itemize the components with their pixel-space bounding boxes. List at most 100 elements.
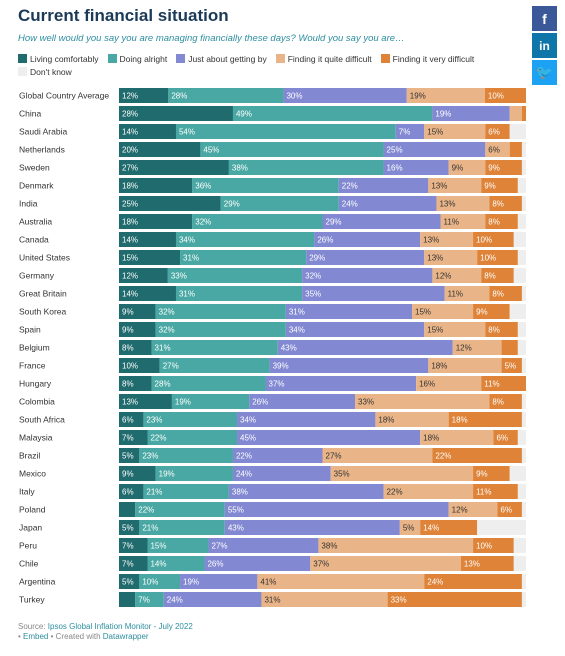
legend-swatch [275, 54, 285, 63]
data-label: 13% [427, 254, 443, 263]
bar-segment [139, 520, 225, 535]
bar-segment [119, 394, 172, 409]
bar-segment [119, 430, 148, 445]
data-label: 15% [415, 308, 431, 317]
data-label: 24% [427, 578, 443, 587]
data-label: 9% [122, 308, 134, 317]
data-label: 8% [492, 398, 504, 407]
source-link[interactable]: Ipsos Global Inflation Monitor - July 20… [47, 622, 193, 631]
bar-segment [448, 412, 522, 427]
data-label: 31% [264, 596, 280, 605]
bar-segment [147, 556, 205, 571]
bar-segment [119, 214, 193, 229]
data-label: 45% [203, 146, 219, 155]
bar-segment [237, 430, 421, 445]
data-label: 14% [150, 560, 166, 569]
created-with-text: • Created with [48, 632, 103, 641]
bar-segment [424, 322, 486, 337]
linkedin-share-button[interactable]: in [532, 33, 557, 58]
bar-segment [155, 466, 233, 481]
data-label: 19% [435, 110, 451, 119]
bar-segment [310, 556, 461, 571]
facebook-share-button[interactable]: f [532, 6, 557, 31]
row-label: Belgium [19, 343, 50, 353]
row-label: Global Country Average [19, 91, 109, 101]
bar-segment [481, 268, 514, 283]
bar-segment [119, 178, 193, 193]
bar-segment [224, 502, 449, 517]
legend-swatch [380, 54, 390, 63]
bar-segment [521, 574, 526, 589]
bar-segment [306, 250, 425, 265]
twitter-share-button[interactable]: 🐦 [532, 60, 557, 85]
data-label: 34% [240, 416, 256, 425]
data-label: 9% [476, 470, 488, 479]
row-label: Mexico [19, 469, 46, 479]
data-label: 33% [391, 596, 407, 605]
legend-label: Living comfortably [30, 54, 99, 64]
row-label: Chile [19, 559, 39, 569]
data-label: 21% [142, 524, 158, 533]
bar-segment [119, 340, 152, 355]
bar-segment [220, 196, 339, 211]
data-label: 8% [488, 326, 500, 335]
bar-segment [481, 376, 526, 391]
data-label: 5% [122, 578, 134, 587]
bar-segment [135, 592, 164, 607]
bar-segment [440, 214, 486, 229]
data-label: 36% [195, 182, 211, 191]
data-label: 8% [492, 200, 504, 209]
bar-segment [302, 286, 445, 301]
bar-segment [139, 448, 233, 463]
bar-segment [355, 394, 490, 409]
data-label: 13% [431, 182, 447, 191]
data-label: 39% [273, 362, 289, 371]
data-label: 24% [236, 470, 252, 479]
stacked-bar-chart: Global Country Average 12% 28% 30% 19% 10% Chi… [19, 88, 526, 607]
row-label: Turkey [19, 595, 45, 605]
bar-segment [175, 286, 303, 301]
data-label: 8% [484, 272, 496, 281]
data-label: 31% [179, 290, 195, 299]
row-label: India [19, 199, 38, 209]
data-label: 26% [317, 236, 333, 245]
bar-segment [420, 232, 474, 247]
bar-segment [497, 502, 522, 517]
data-label: 29% [224, 200, 240, 209]
bar-segment [513, 556, 526, 571]
row-label: Italy [19, 487, 35, 497]
bar-segment [473, 538, 514, 553]
row-label: Hungary [19, 379, 52, 389]
bar-segment [257, 574, 425, 589]
bar-segment [517, 178, 526, 193]
data-label: 24% [167, 596, 183, 605]
bar-segment [521, 142, 526, 157]
data-label: 27% [122, 164, 138, 173]
data-label: 7% [122, 542, 134, 551]
bar-segment [168, 88, 284, 103]
legend-label: Finding it very difficult [392, 54, 475, 64]
bar-segment [159, 358, 270, 373]
legend-item: Just about getting by [176, 53, 267, 66]
data-label: 25% [122, 200, 138, 209]
bar-segment [521, 448, 526, 463]
bar-segment [509, 304, 526, 319]
bar-segment [119, 484, 144, 499]
legend-swatch [176, 54, 186, 63]
bar-segment [119, 268, 168, 283]
bar-segment [204, 556, 311, 571]
data-label: 12% [122, 92, 138, 101]
data-label: 9% [122, 326, 134, 335]
bar-segment [175, 124, 396, 139]
embed-link[interactable]: Embed [23, 632, 49, 641]
bar-segment [375, 412, 449, 427]
row-label: Spain [19, 325, 41, 335]
bar-segment [119, 250, 181, 265]
row-label: South Africa [19, 415, 65, 425]
bar-segment [485, 322, 518, 337]
bar-segment [428, 358, 502, 373]
datawrapper-link[interactable]: Datawrapper [102, 632, 149, 641]
bar-segment [232, 106, 433, 121]
bar-segment [412, 304, 474, 319]
bar-segment [521, 196, 526, 211]
